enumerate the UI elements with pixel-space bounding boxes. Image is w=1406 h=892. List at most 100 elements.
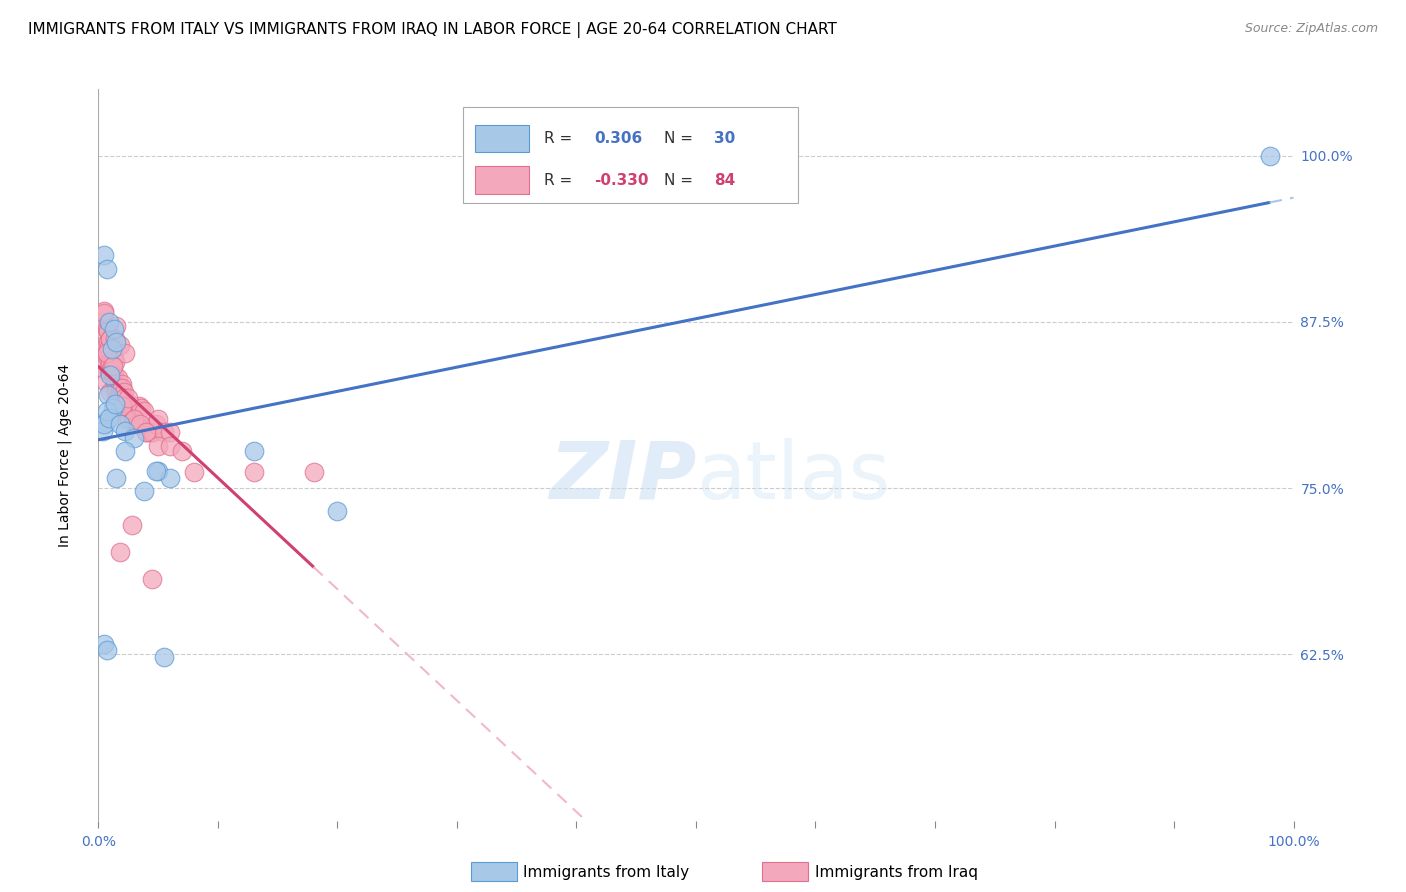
Point xyxy=(108,391,131,405)
Point xyxy=(145,464,167,478)
Point xyxy=(153,650,176,665)
Point xyxy=(97,388,120,402)
Point xyxy=(141,572,163,586)
Point xyxy=(135,425,157,440)
Point xyxy=(105,334,128,349)
Point xyxy=(132,404,155,418)
Point xyxy=(93,248,115,262)
Point xyxy=(96,345,118,359)
Point xyxy=(91,424,114,438)
Point xyxy=(108,381,131,395)
Point xyxy=(112,391,135,405)
Point xyxy=(108,545,131,559)
Point xyxy=(101,359,124,373)
Text: R =: R = xyxy=(544,173,572,188)
Point xyxy=(96,643,118,657)
FancyBboxPatch shape xyxy=(475,125,529,153)
Point xyxy=(98,315,121,329)
Point xyxy=(103,351,125,365)
Point xyxy=(129,417,152,432)
Point xyxy=(115,412,138,426)
Point xyxy=(138,425,160,440)
Point xyxy=(142,425,165,440)
Point xyxy=(96,345,118,359)
Point xyxy=(96,261,118,276)
Text: 0.306: 0.306 xyxy=(595,131,643,146)
Point xyxy=(111,381,134,395)
Point xyxy=(93,304,115,318)
Point xyxy=(98,385,122,400)
Text: Immigrants from Iraq: Immigrants from Iraq xyxy=(815,865,979,880)
Point xyxy=(98,410,121,425)
Point xyxy=(100,359,122,373)
Point xyxy=(98,355,122,369)
Point xyxy=(101,401,124,416)
Point xyxy=(131,401,153,416)
Point xyxy=(91,315,114,329)
Point xyxy=(103,368,125,383)
Point xyxy=(121,404,143,418)
Point xyxy=(153,425,176,440)
Point xyxy=(103,321,125,335)
Point xyxy=(107,371,129,385)
Point xyxy=(94,375,117,389)
Point xyxy=(98,359,121,373)
Point xyxy=(105,385,128,400)
Point xyxy=(124,412,146,426)
Point xyxy=(100,342,122,356)
Point xyxy=(93,637,115,651)
Point xyxy=(96,404,118,418)
Point xyxy=(110,385,132,400)
Point xyxy=(107,388,129,402)
Point xyxy=(97,342,120,356)
Text: Immigrants from Italy: Immigrants from Italy xyxy=(523,865,689,880)
Point xyxy=(145,417,167,432)
Point xyxy=(148,439,170,453)
Point xyxy=(183,465,205,479)
Text: 30: 30 xyxy=(714,131,735,146)
Point xyxy=(159,425,181,440)
Point xyxy=(148,464,170,478)
Point xyxy=(98,332,122,346)
Text: ZIP: ZIP xyxy=(548,438,696,516)
Point xyxy=(105,470,128,484)
Point xyxy=(105,381,128,395)
Text: N =: N = xyxy=(664,131,693,146)
Point xyxy=(121,518,143,533)
Point xyxy=(1258,149,1281,163)
Point xyxy=(128,399,150,413)
Point xyxy=(125,417,148,432)
Text: atlas: atlas xyxy=(696,438,890,516)
Point xyxy=(96,321,118,335)
Point xyxy=(104,332,127,346)
Point xyxy=(100,364,122,378)
Point xyxy=(98,368,122,383)
FancyBboxPatch shape xyxy=(463,108,797,202)
Point xyxy=(107,391,129,405)
Point xyxy=(120,399,142,413)
Point xyxy=(107,394,129,409)
Point xyxy=(108,417,131,432)
Point xyxy=(104,377,127,392)
Point xyxy=(101,368,124,383)
Point xyxy=(108,337,131,351)
Point xyxy=(93,305,115,319)
Point xyxy=(104,397,127,411)
Point xyxy=(115,404,138,418)
Point xyxy=(98,332,122,346)
Point xyxy=(94,348,117,362)
Point xyxy=(114,345,136,359)
Point xyxy=(159,439,181,453)
Point xyxy=(94,415,117,429)
Point xyxy=(93,417,115,432)
Point xyxy=(326,504,349,518)
Point xyxy=(114,424,136,438)
Point xyxy=(243,465,266,479)
Point xyxy=(135,425,157,440)
Text: R =: R = xyxy=(544,131,572,146)
Point xyxy=(114,444,136,458)
Point xyxy=(115,399,138,413)
Point xyxy=(111,399,134,413)
Point xyxy=(98,364,121,378)
Point xyxy=(117,399,139,413)
